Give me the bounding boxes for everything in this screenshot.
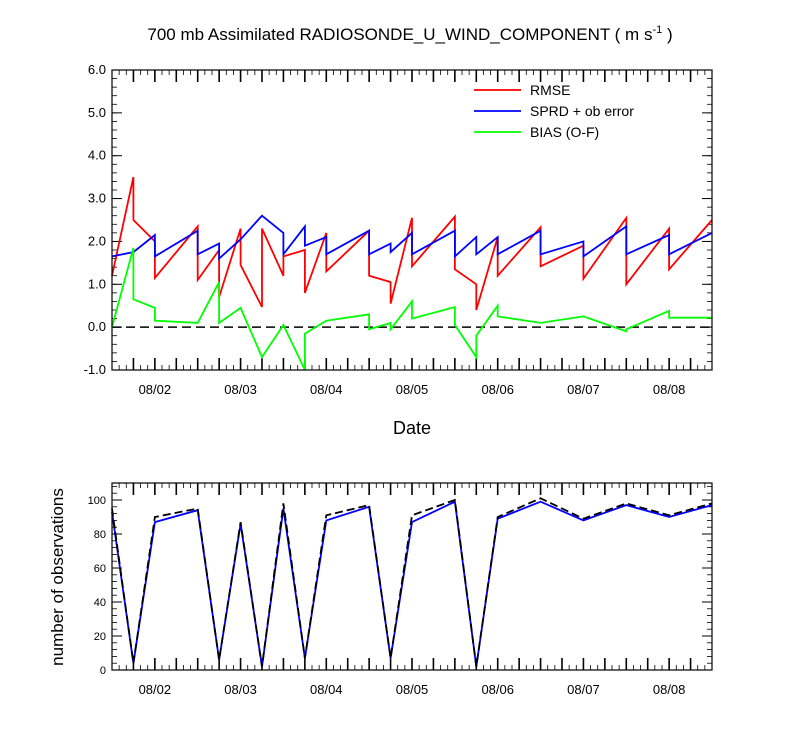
x-tick-label: 08/03 xyxy=(224,382,257,397)
y-tick-label: 5.0 xyxy=(88,105,106,120)
x-tick-label: 08/05 xyxy=(396,382,429,397)
x-tick-label: 08/02 xyxy=(139,382,172,397)
top-ticks: -1.0 0.0 1.0 2.0 3.0 4.0 5.0 6.0 08/02 08/03 08/04… xyxy=(84,62,712,397)
y-tick-label: 0.0 xyxy=(88,319,106,334)
bottom-series-group xyxy=(111,497,713,667)
series-line-total xyxy=(111,497,713,667)
legend: RMSE SPRD + ob error BIAS (O-F) xyxy=(474,82,634,140)
chart-title-main: 700 mb Assimilated RADIOSONDE_U_WIND_COM… xyxy=(147,25,652,44)
y-tick-label: 4.0 xyxy=(88,148,106,163)
bottom-panel: 0 20 40 60 80 100 08/02 08/03 08/04 08/05 08/06 08/… xyxy=(48,482,713,697)
x-tick-label: 08/07 xyxy=(567,682,600,697)
y-tick-label: 6.0 xyxy=(88,62,106,77)
chart-title-close: ) xyxy=(662,25,672,44)
x-tick-label: 08/08 xyxy=(653,382,686,397)
x-tick-label: 08/03 xyxy=(224,682,257,697)
top-panel: -1.0 0.0 1.0 2.0 3.0 4.0 5.0 6.0 08/02 08/03 08/04… xyxy=(84,62,713,438)
series-line-used xyxy=(111,500,713,667)
y-tick-label: 40 xyxy=(94,597,106,609)
x-tick-label: 08/08 xyxy=(653,682,686,697)
y-tick-label: 3.0 xyxy=(88,191,106,206)
top-plot-frame xyxy=(111,69,713,371)
y-axis-label-observations: number of observations xyxy=(48,488,67,666)
chart-title-exponent: -1 xyxy=(652,24,662,36)
y-tick-label: 80 xyxy=(94,529,106,541)
x-tick-label: 08/04 xyxy=(310,682,343,697)
x-tick-label: 08/06 xyxy=(481,682,514,697)
legend-label: BIAS (O-F) xyxy=(530,124,599,140)
legend-label: SPRD + ob error xyxy=(530,103,634,119)
y-tick-label: 2.0 xyxy=(88,233,106,248)
x-tick-label: 08/05 xyxy=(396,682,429,697)
top-series-group xyxy=(111,176,713,371)
x-tick-label: 08/06 xyxy=(481,382,514,397)
bottom-ticks: 0 20 40 60 80 100 08/02 08/03 08/04 08/05 08/06 08/… xyxy=(88,483,712,697)
y-tick-label: 100 xyxy=(88,495,106,507)
legend-label: RMSE xyxy=(530,82,570,98)
chart-title: 700 mb Assimilated RADIOSONDE_U_WIND_COM… xyxy=(147,24,672,44)
x-axis-label: Date xyxy=(393,418,431,438)
y-tick-label: 0 xyxy=(100,665,106,677)
y-tick-label: 60 xyxy=(94,563,106,575)
bottom-plot-frame xyxy=(111,482,713,671)
y-tick-label: 20 xyxy=(94,631,106,643)
y-tick-label: -1.0 xyxy=(84,362,106,377)
x-tick-label: 08/07 xyxy=(567,382,600,397)
series-line-sprd-ob-error xyxy=(111,214,713,261)
x-tick-label: 08/02 xyxy=(139,682,172,697)
y-tick-label: 1.0 xyxy=(88,276,106,291)
x-tick-label: 08/04 xyxy=(310,382,343,397)
series-line-bias-o-f xyxy=(111,247,712,371)
